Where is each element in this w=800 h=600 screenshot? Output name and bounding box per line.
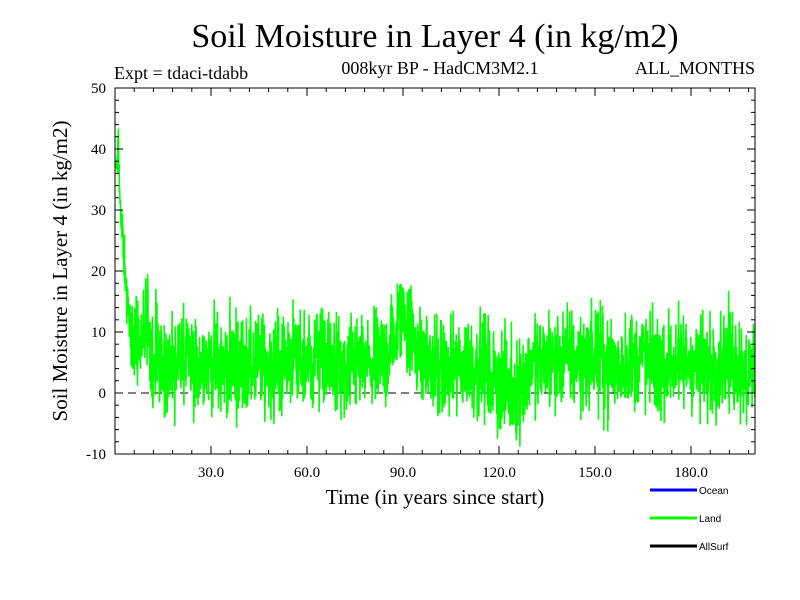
x-tick-label: 150.0: [578, 465, 612, 481]
y-tick-label: -10: [86, 447, 106, 463]
x-tick-label: 90.0: [390, 465, 416, 481]
legend-label-ocean: Ocean: [699, 486, 728, 497]
x-tick-label: 180.0: [674, 465, 708, 481]
y-axis-label: Soil Moisture in Layer 4 (in kg/m2): [48, 121, 72, 422]
y-tick-label: 20: [91, 264, 106, 280]
y-tick-label: 50: [91, 81, 106, 97]
subtitle-center: 008kyr BP - HadCM3M2.1: [341, 58, 538, 78]
subtitle-left: Expt = tdaci-tdabb: [114, 63, 248, 83]
subtitle-right: ALL_MONTHS: [635, 58, 755, 78]
legend-label-land: Land: [699, 514, 721, 525]
plot-area: [114, 87, 756, 455]
chart-title: Soil Moisture in Layer 4 (in kg/m2): [191, 18, 678, 55]
x-tick-label: 30.0: [198, 465, 224, 481]
legend-label-allsurf: AllSurf: [699, 542, 729, 553]
y-tick-label: 30: [91, 203, 106, 219]
x-tick-label: 120.0: [482, 465, 516, 481]
y-tick-label: 10: [91, 325, 106, 341]
x-axis-label: Time (in years since start): [326, 485, 545, 509]
legend: Ocean Land AllSurf: [650, 486, 729, 553]
y-tick-label: 40: [91, 142, 106, 158]
x-tick-label: 60.0: [294, 465, 320, 481]
series-line-land: [115, 128, 756, 447]
y-tick-label: 0: [99, 386, 107, 402]
